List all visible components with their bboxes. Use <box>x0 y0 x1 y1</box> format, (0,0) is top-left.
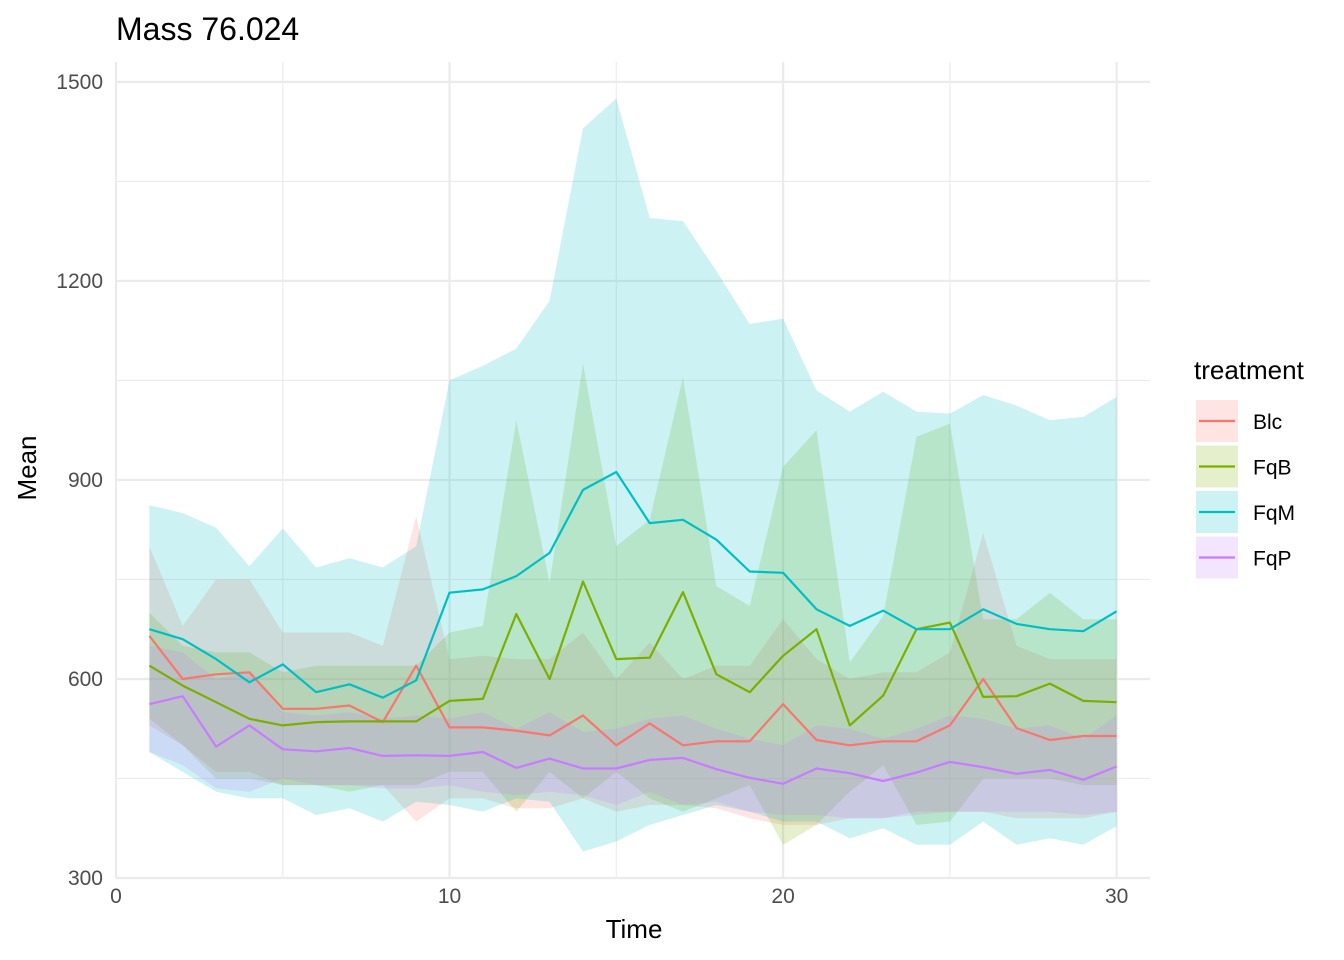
band-blc <box>149 516 1117 825</box>
y-tick-label: 1200 <box>56 270 103 293</box>
series-lines <box>148 470 1118 785</box>
chart-title: Mass 76.024 <box>116 11 299 47</box>
line-blc <box>148 635 1117 747</box>
legend-label-fqb: FqB <box>1253 457 1292 480</box>
legend: treatment Blc FqB FqM FqP <box>1194 355 1305 579</box>
x-tick-label: 10 <box>438 885 461 908</box>
legend-title: treatment <box>1194 355 1305 385</box>
y-axis-title: Mean <box>12 435 42 500</box>
x-axis-title: Time <box>606 914 663 944</box>
band-fqb <box>149 363 1117 845</box>
x-tick-label: 0 <box>110 885 122 908</box>
legend-items: Blc FqB FqM FqP <box>1196 400 1295 579</box>
legend-label-blc: Blc <box>1253 411 1282 434</box>
y-tick-label: 900 <box>68 469 103 492</box>
x-tick-label: 30 <box>1105 885 1128 908</box>
band-fqp <box>149 645 1117 819</box>
confidence-bands <box>149 98 1117 852</box>
line-fqp <box>149 695 1118 785</box>
y-axis-ticks: 300 600 900 1200 1500 <box>56 71 103 890</box>
y-tick-label: 1500 <box>56 71 103 94</box>
y-tick-label: 600 <box>68 668 103 691</box>
legend-label-fqp: FqP <box>1253 548 1292 571</box>
band-fqm <box>149 98 1117 852</box>
y-tick-label: 300 <box>68 867 103 890</box>
x-axis-ticks: 0 10 20 30 <box>110 885 1128 908</box>
line-fqm <box>149 470 1118 699</box>
line-fqb <box>148 580 1117 727</box>
legend-label-fqm: FqM <box>1253 502 1295 525</box>
grid <box>114 62 1150 880</box>
x-tick-label: 20 <box>771 885 794 908</box>
